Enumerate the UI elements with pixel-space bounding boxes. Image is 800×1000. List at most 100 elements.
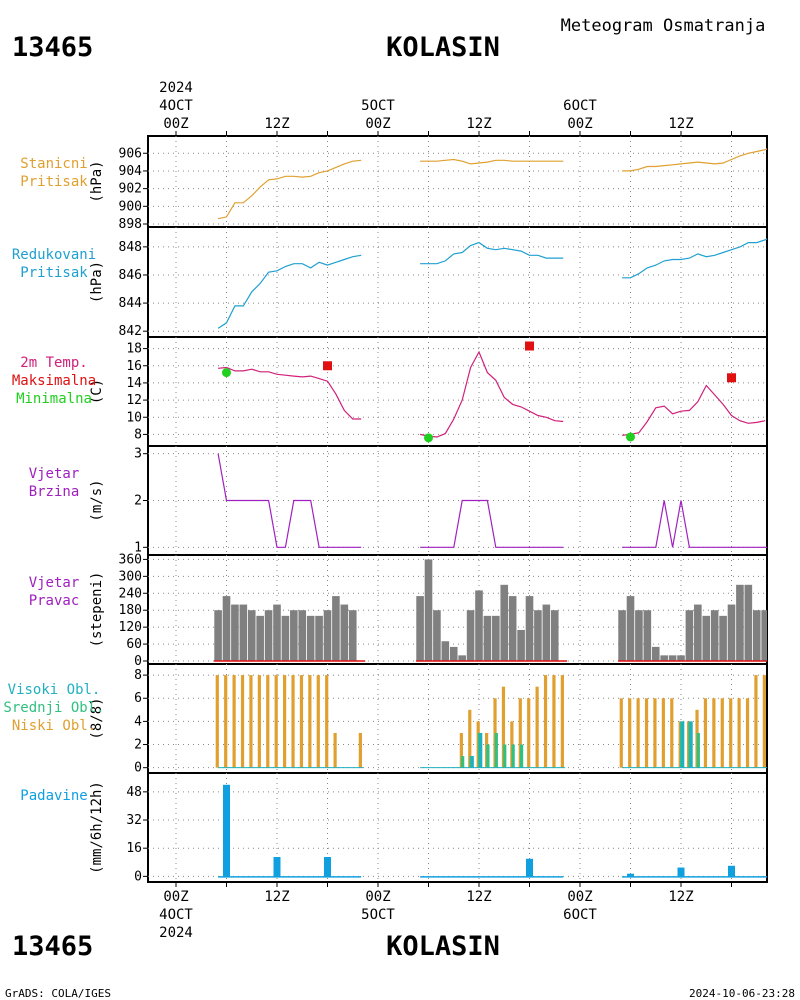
direction-bar <box>643 610 652 661</box>
panel-frame <box>147 135 768 228</box>
top-year-label: 2024 <box>159 80 193 96</box>
y-tick-label: 904 <box>119 164 143 179</box>
cloud-bar <box>486 744 490 768</box>
direction-bar <box>534 610 542 661</box>
cloud-bar <box>681 721 685 768</box>
y-axis-label: (stepeni) <box>89 572 105 648</box>
direction-bar <box>348 610 357 661</box>
cloud-bar <box>653 698 657 768</box>
y-tick-label: 900 <box>119 199 142 214</box>
direction-bar <box>517 629 525 661</box>
panel-0: (hPa) <box>89 135 768 228</box>
station-name-bottom: KOLASIN <box>386 931 500 962</box>
cloud-bar <box>729 698 733 768</box>
panel-label: Niski Obl. <box>12 718 96 734</box>
cloud-bar <box>257 675 261 768</box>
direction-bar <box>550 610 559 661</box>
direction-bar <box>256 615 264 661</box>
cloud-bar <box>215 675 219 768</box>
y-axis-label: (m/s) <box>89 479 105 521</box>
bottom-year-label: 2024 <box>159 925 193 941</box>
precip-bar <box>627 873 634 878</box>
direction-bar <box>702 615 711 661</box>
cloud-bar <box>762 675 766 768</box>
cloud-bar <box>552 675 556 768</box>
cloud-bar <box>333 732 337 768</box>
direction-bar <box>508 596 517 661</box>
direction-bar <box>315 615 323 661</box>
cloud-bar <box>696 732 700 768</box>
cloud-bar <box>266 675 270 768</box>
y-tick-label: 16 <box>126 359 142 374</box>
y-tick-label: 8 <box>134 427 142 442</box>
panel-frame <box>147 772 768 883</box>
tmax-marker <box>323 361 332 371</box>
top-hour-label: 00Z <box>567 116 592 132</box>
panel-1: (hPa) <box>89 226 768 338</box>
cloud-bar <box>745 698 750 768</box>
bottom-hour-label: 12Z <box>668 889 693 905</box>
top-hour-label: 12Z <box>264 116 289 132</box>
direction-bar <box>214 610 222 661</box>
panel-label: Vjetar <box>29 575 80 591</box>
direction-bar <box>752 610 761 661</box>
top-day-label: 5OCT <box>361 98 395 114</box>
panel-label: Brzina <box>29 484 80 500</box>
top-hour-label: 12Z <box>466 116 491 132</box>
precip-bar <box>677 867 685 878</box>
cloud-bar <box>535 686 539 768</box>
direction-bar <box>458 655 466 661</box>
cloud-bar <box>283 675 287 768</box>
direction-bar <box>273 604 281 661</box>
cloud-bar <box>636 698 640 768</box>
direction-bar <box>466 610 475 661</box>
direction-bar <box>668 655 677 661</box>
precip-bar <box>223 784 230 878</box>
cloud-bar <box>689 721 693 768</box>
y-tick-label: 844 <box>119 296 143 311</box>
footer-credit: GrADS: COLA/IGES <box>5 987 111 1000</box>
direction-bar <box>483 615 492 661</box>
y-tick-label: 1 <box>134 540 142 555</box>
direction-bar <box>264 610 273 661</box>
y-tick-label: 60 <box>126 637 142 652</box>
y-tick-label: 842 <box>119 324 142 339</box>
y-tick-label: 2 <box>134 738 142 753</box>
cloud-bar <box>325 675 329 768</box>
y-tick-label: 0 <box>134 761 142 776</box>
y-tick-label: 12 <box>126 393 142 408</box>
y-tick-label: 240 <box>119 586 142 601</box>
y-tick-label: 4 <box>134 714 142 729</box>
top-day-label: 4OCT <box>159 98 193 114</box>
tmin-marker <box>424 433 433 443</box>
direction-bar <box>222 596 231 661</box>
cloud-bar <box>461 756 465 768</box>
direction-bar <box>298 610 307 661</box>
series-line <box>420 241 564 265</box>
y-tick-label: 846 <box>119 268 142 283</box>
panel-label: Minimalna <box>16 391 92 407</box>
tmin-marker <box>626 432 635 442</box>
cloud-bar <box>240 675 245 768</box>
cloud-bar <box>644 698 649 768</box>
panel-plot <box>218 341 766 443</box>
panel-label: Maksimalna <box>12 373 96 389</box>
panel-5: (8/8) <box>89 663 768 774</box>
precip-bar <box>324 856 331 878</box>
panel-plot <box>217 453 767 548</box>
cloud-bar <box>518 698 522 768</box>
bottom-day-label: 5OCT <box>361 907 395 923</box>
direction-bar <box>441 641 450 661</box>
direction-bar <box>281 615 290 661</box>
direction-bar <box>500 584 509 661</box>
direction-bar <box>542 604 551 661</box>
y-tick-label: 18 <box>126 342 142 357</box>
panel-frame <box>147 336 768 447</box>
cloud-bar <box>479 732 483 768</box>
series-line <box>420 158 564 165</box>
bottom-day-label: 4OCT <box>159 907 193 923</box>
bottom-hour-label: 00Z <box>163 889 188 905</box>
y-tick-label: 180 <box>119 603 142 618</box>
cloud-bar <box>299 675 304 768</box>
